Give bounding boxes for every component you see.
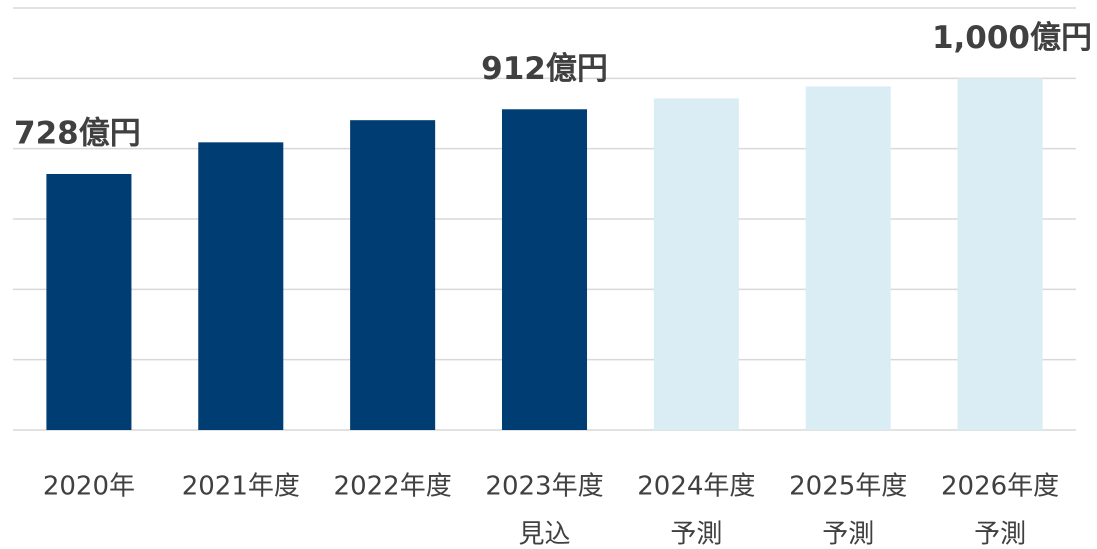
x-tick-label: 2024年度	[637, 472, 755, 502]
x-tick-label: 予測	[974, 520, 1026, 549]
bar	[805, 86, 891, 431]
x-tick-label: 2020年	[43, 472, 135, 502]
x-tick-label: 2026年度	[941, 472, 1059, 502]
x-tick-label: 2023年度	[485, 472, 603, 502]
x-tick-label: 2025年度	[789, 472, 907, 502]
x-tick-label: 2021年度	[182, 472, 300, 502]
bar	[350, 120, 436, 430]
bar	[46, 173, 132, 430]
value-label: 728億円	[14, 115, 141, 151]
bar	[653, 98, 739, 431]
x-tick-label: 見込	[518, 520, 570, 549]
value-label: 912億円	[481, 51, 608, 87]
bar	[198, 142, 284, 430]
x-tick-label: 予測	[670, 520, 722, 549]
x-tick-label: 2022年度	[334, 472, 452, 502]
x-tick-label: 予測	[822, 520, 874, 549]
value-label: 1,000億円	[932, 20, 1092, 56]
bar	[957, 78, 1043, 430]
bar	[501, 109, 588, 430]
